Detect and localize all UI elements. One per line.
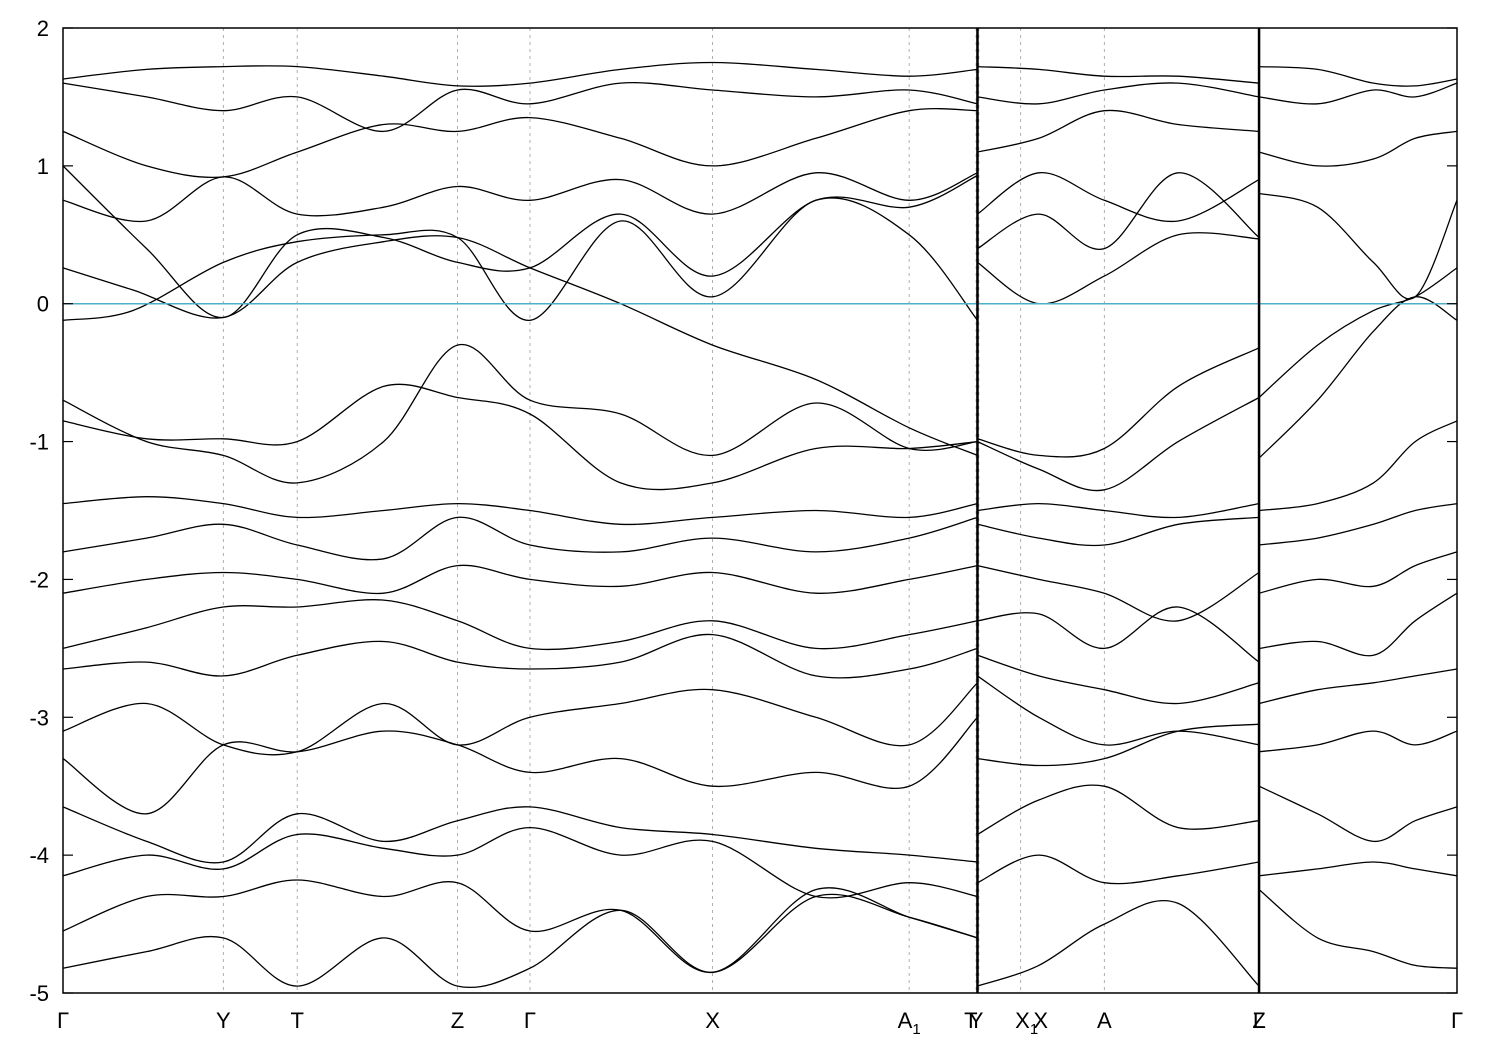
band-line: [977, 723, 1260, 767]
y-axis: -5 -4 -3 -2 -1 0 1 2: [29, 16, 1457, 1006]
band-line: [977, 172, 1260, 250]
band-line: [1259, 730, 1458, 753]
band-line: [62, 235, 978, 457]
y-tick-label: 1: [37, 154, 49, 179]
kpoint-label: A1: [898, 1008, 921, 1038]
band-line: [977, 65, 1260, 84]
band-line: [62, 343, 978, 484]
y-tick-label: -4: [29, 843, 49, 868]
kpoint-label: L: [1253, 1008, 1265, 1033]
segment-breaks: [976, 28, 1261, 993]
y-tick-label: 0: [37, 292, 49, 317]
y-tick-label: -1: [29, 430, 49, 455]
band-line: [62, 716, 978, 815]
band-line: [1258, 267, 1458, 398]
band-line: [1259, 502, 1458, 546]
band-line: [977, 109, 1260, 153]
y-tick-label: -5: [29, 981, 49, 1006]
kpoint-label: T: [964, 1008, 977, 1033]
band-line: [62, 82, 978, 133]
kpoint-label: X: [705, 1008, 720, 1033]
band-line: [1258, 130, 1458, 167]
band-line: [1258, 668, 1458, 705]
band-line: [977, 396, 1260, 492]
y-tick-label: 2: [37, 16, 49, 41]
band-line: [62, 496, 978, 526]
band-line: [977, 516, 1260, 547]
band-line: [62, 879, 978, 973]
kpoint-label: A: [1097, 1008, 1112, 1033]
plot-frame: [62, 27, 1458, 994]
band-line: [977, 654, 1260, 705]
band-line: [977, 784, 1260, 836]
kpoint-label: Y: [216, 1008, 231, 1033]
kpoint-label: Γ: [1451, 1008, 1463, 1033]
band-line: [1258, 296, 1458, 459]
band-line: [1258, 785, 1458, 843]
band-line: [977, 172, 1260, 223]
band-line: [62, 516, 978, 561]
band-line: [62, 172, 978, 223]
kpoint-label: X: [1033, 1008, 1048, 1033]
band-lines: [62, 61, 1458, 988]
kpoint-label: Z: [451, 1008, 464, 1033]
band-line: [1259, 592, 1458, 657]
band-line: [62, 108, 978, 179]
band-line: [62, 806, 978, 864]
x-axis: Γ Y T Z Γ X A1 YT X1X A ZL Γ: [57, 1008, 1463, 1038]
band-line: [62, 564, 978, 595]
band-line: [977, 854, 1260, 885]
band-line: [977, 564, 1260, 622]
kpoint-label: Γ: [524, 1008, 536, 1033]
band-line: [977, 82, 1260, 105]
band-line: [62, 383, 978, 491]
band-line: [1259, 861, 1458, 877]
band-line: [62, 599, 978, 651]
band-line: [977, 606, 1260, 663]
band-line: [62, 893, 978, 988]
band-line: [1259, 420, 1458, 512]
band-line: [62, 633, 978, 679]
band-line: [977, 675, 1260, 746]
band-line: [62, 682, 978, 756]
band-line: [1259, 82, 1458, 105]
band-line: [1258, 889, 1458, 969]
kpoint-label-subscript: 1: [1030, 1021, 1038, 1038]
band-line: [977, 347, 1260, 458]
band-line: [62, 826, 978, 899]
kpoint-label: T: [290, 1008, 303, 1033]
band-line: [62, 165, 978, 319]
kpoint-label-subscript: 1: [912, 1021, 920, 1038]
band-line: [1258, 551, 1458, 594]
kpoint-label: Z: [1252, 1008, 1265, 1033]
kpoint-label: Y: [969, 1008, 984, 1033]
band-line: [977, 502, 1260, 519]
y-tick-label: -2: [29, 567, 49, 592]
band-line: [1259, 65, 1458, 87]
band-line: [1258, 192, 1458, 300]
band-line: [977, 899, 1260, 987]
y-tick-label: -3: [29, 705, 49, 730]
band-line: [977, 232, 1260, 305]
band-line: [62, 61, 978, 87]
kpoint-label: Γ: [57, 1008, 69, 1033]
band-line: [62, 197, 979, 321]
